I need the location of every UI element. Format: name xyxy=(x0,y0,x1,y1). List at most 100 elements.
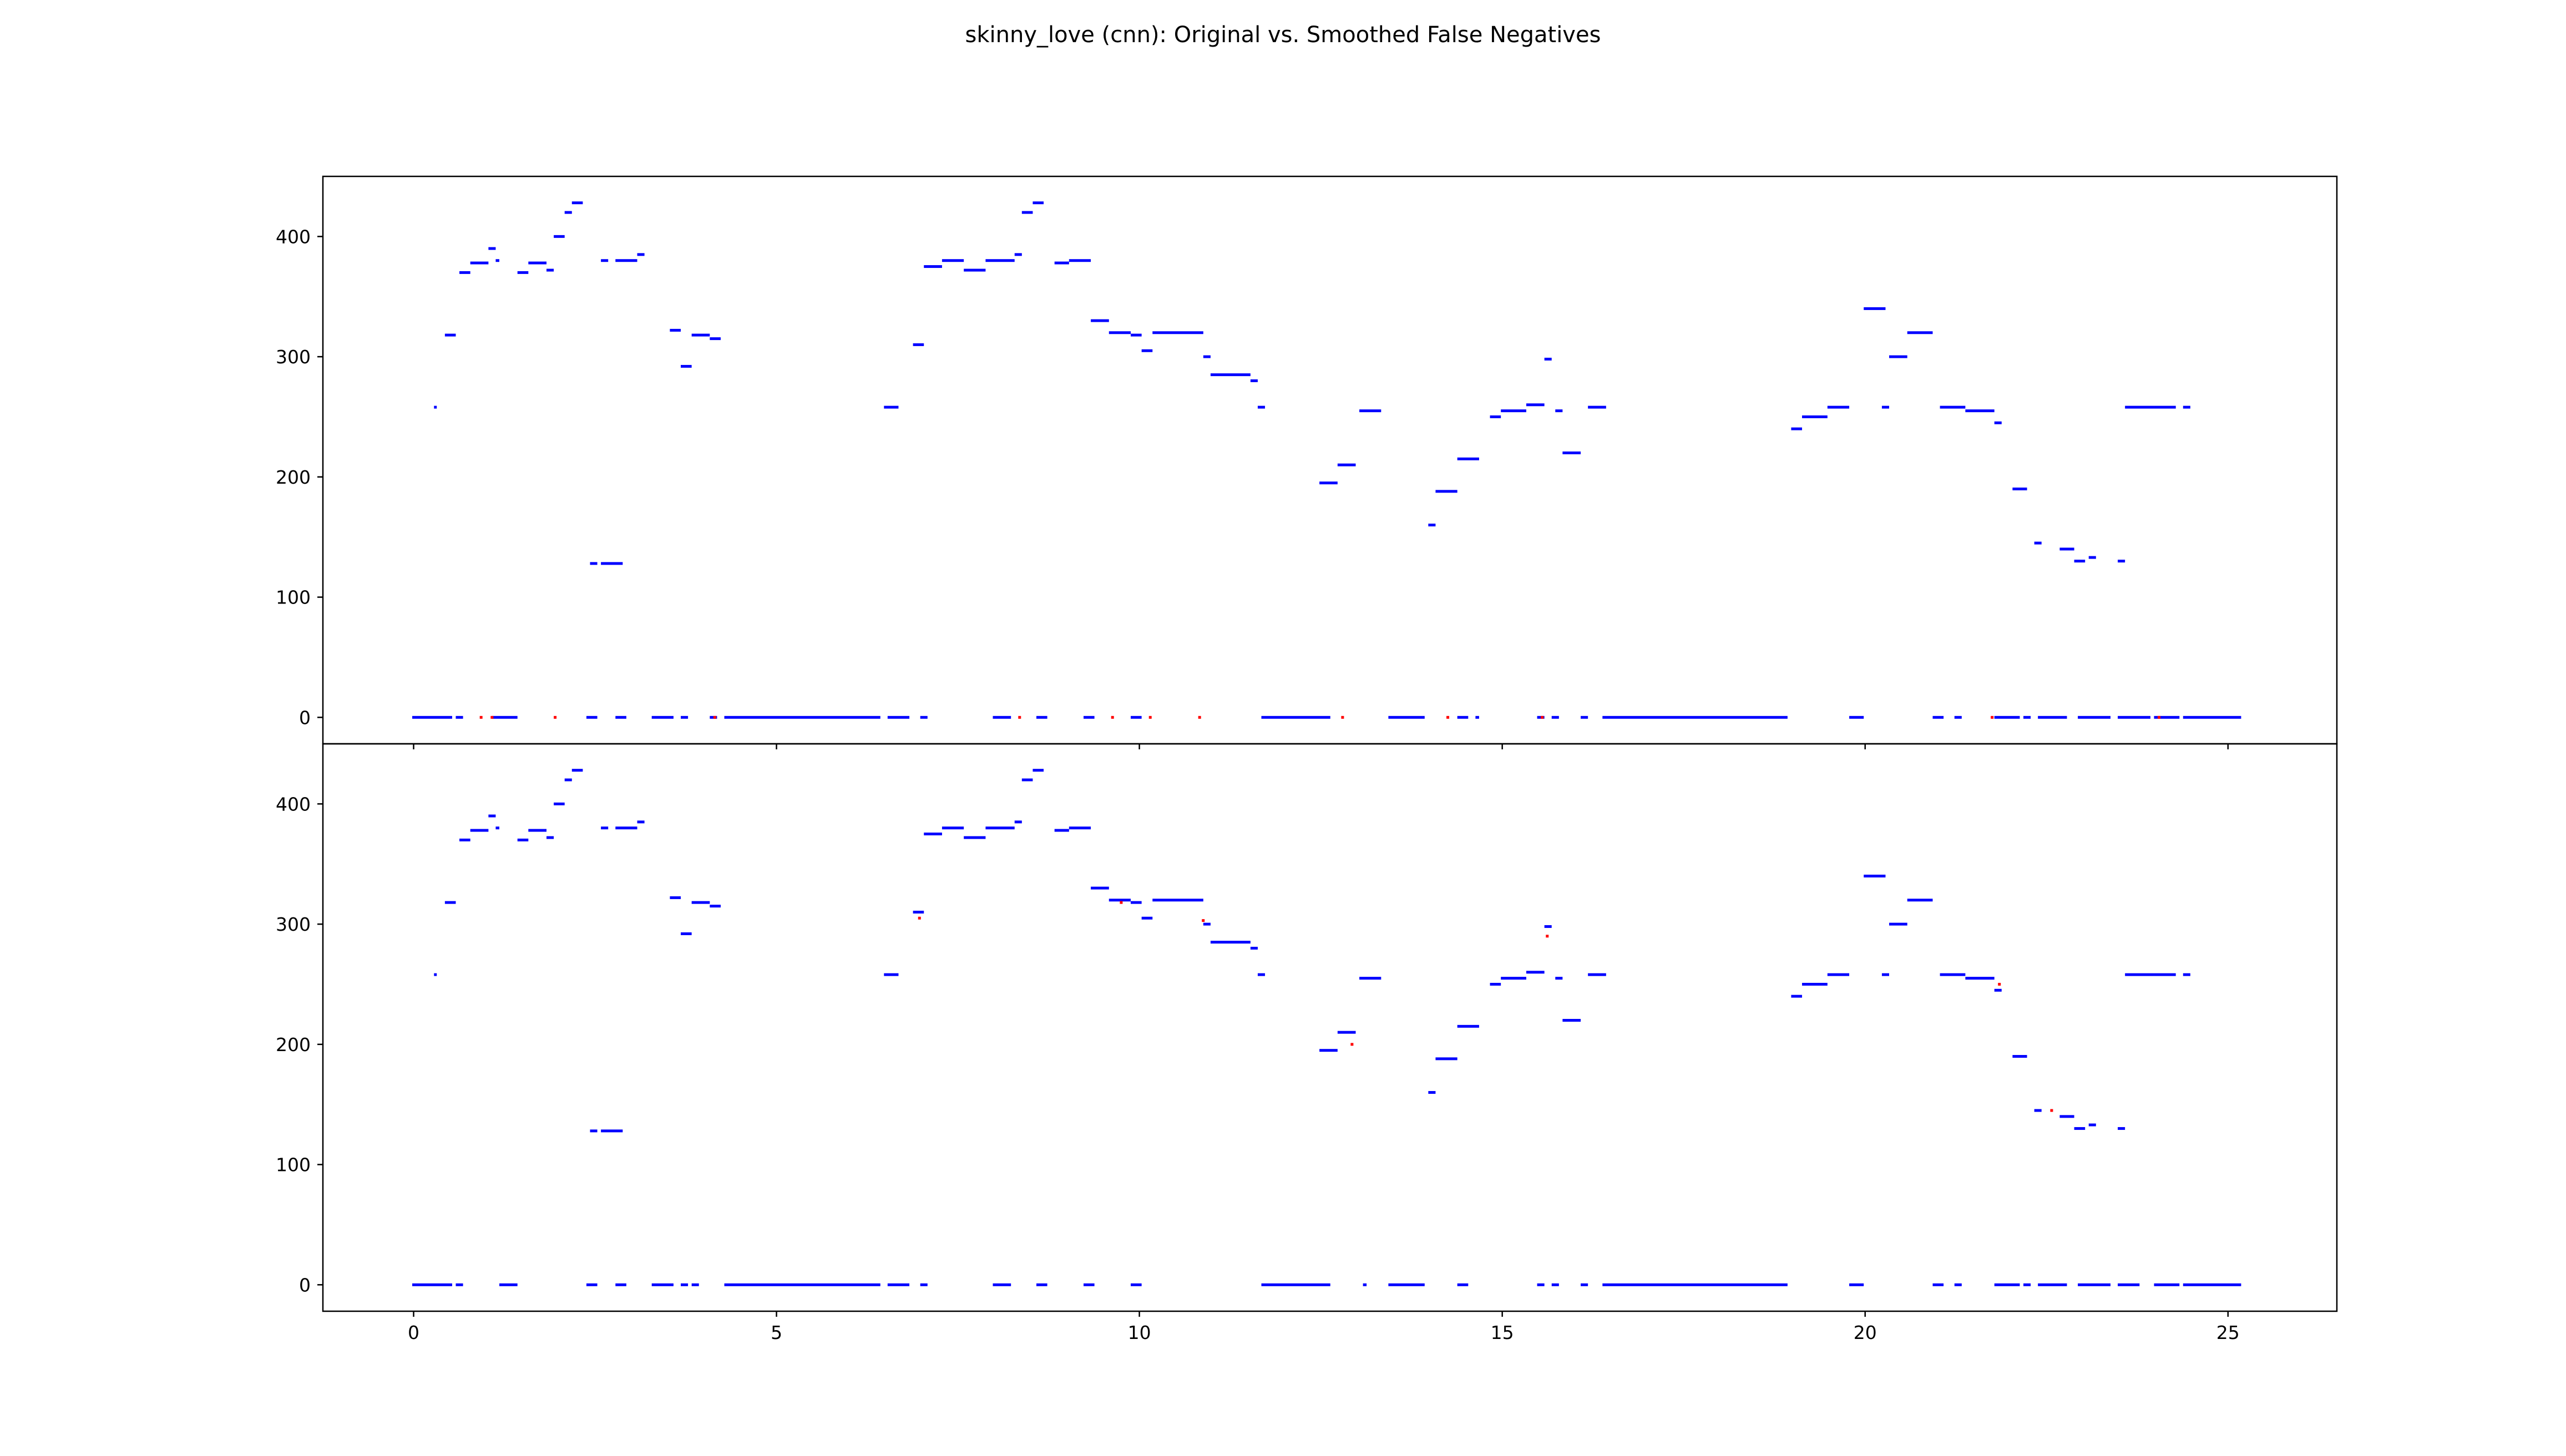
pitch-point xyxy=(1954,716,1962,719)
pitch-point xyxy=(1337,463,1356,466)
pitch-point xyxy=(2154,973,2176,976)
pitch-point xyxy=(1490,415,1501,418)
pitch-point xyxy=(470,829,489,832)
pitch-point xyxy=(2183,973,2190,976)
y-tick-label: 0 xyxy=(299,1274,311,1296)
pitch-point xyxy=(2012,488,2027,491)
pitch-point xyxy=(1359,977,1381,980)
pitch-point xyxy=(412,716,452,719)
pitch-point xyxy=(412,1283,452,1286)
false-negative-point xyxy=(490,716,494,719)
pitch-point xyxy=(993,1283,1011,1286)
x-tick-label: 0 xyxy=(408,1322,419,1343)
pitch-point xyxy=(1994,1283,2020,1286)
pitch-point xyxy=(2118,1283,2140,1286)
pitch-point xyxy=(2023,716,2031,719)
false-negative-point xyxy=(1991,716,1994,719)
pitch-point xyxy=(1257,405,1266,409)
pitch-point xyxy=(1141,916,1153,920)
pitch-point xyxy=(554,235,565,238)
false-negative-point xyxy=(554,716,557,719)
pitch-point xyxy=(942,826,964,830)
pitch-point xyxy=(2078,1283,2111,1286)
pitch-point xyxy=(492,716,518,719)
pitch-point xyxy=(615,259,637,262)
pitch-point xyxy=(1457,1024,1479,1028)
false-negative-point xyxy=(1541,716,1544,719)
pitch-point xyxy=(1014,253,1022,256)
pitch-point xyxy=(1021,211,1033,214)
pitch-point xyxy=(1428,1091,1436,1094)
pitch-point xyxy=(1802,415,1828,418)
pitch-point xyxy=(1152,331,1203,334)
pitch-point xyxy=(1581,1283,1588,1286)
pitch-point xyxy=(459,271,470,274)
pitch-point xyxy=(681,932,692,935)
pitch-point xyxy=(1864,307,1886,310)
pitch-point xyxy=(1457,457,1479,460)
pitch-point xyxy=(517,271,529,274)
pitch-point xyxy=(1501,977,1526,980)
pitch-point xyxy=(2059,547,2074,551)
pitch-point xyxy=(601,562,623,565)
pitch-point xyxy=(1033,201,1044,205)
pitch-point xyxy=(670,896,681,899)
pitch-point xyxy=(1526,971,1545,974)
pitch-point xyxy=(2125,405,2154,409)
pitch-point xyxy=(528,261,547,265)
pitch-point xyxy=(1791,427,1803,430)
pitch-point xyxy=(2012,1055,2027,1058)
pitch-point xyxy=(1210,373,1251,377)
pitch-point xyxy=(2183,716,2241,719)
pitch-point xyxy=(1210,941,1251,944)
pitch-point xyxy=(590,1129,598,1133)
pitch-point xyxy=(1994,716,2020,719)
pitch-point xyxy=(586,1283,598,1286)
pitch-point xyxy=(1555,977,1563,980)
pitch-point xyxy=(2118,1127,2125,1130)
pitch-point xyxy=(1802,982,1828,986)
pitch-point xyxy=(651,1283,674,1286)
pitch-point xyxy=(2088,556,2096,559)
y-tick-label: 200 xyxy=(276,1034,311,1056)
y-tick-label: 0 xyxy=(299,707,311,728)
pitch-point xyxy=(1359,409,1381,413)
pitch-point xyxy=(1141,349,1153,352)
false-negative-point xyxy=(1998,982,2001,986)
pitch-point xyxy=(710,337,721,341)
pitch-point xyxy=(884,973,899,976)
x-tick-label: 20 xyxy=(1854,1322,1877,1343)
pitch-point xyxy=(615,716,626,719)
pitch-point xyxy=(499,1283,518,1286)
pitch-point xyxy=(1363,1283,1367,1286)
pitch-point xyxy=(913,910,924,914)
y-tick-label: 300 xyxy=(276,346,311,368)
false-negative-point xyxy=(1148,716,1152,719)
pitch-point xyxy=(1091,886,1109,890)
pitch-point xyxy=(1791,995,1803,998)
pitch-point xyxy=(1084,716,1095,719)
x-tick-label: 5 xyxy=(771,1322,782,1343)
pitch-point xyxy=(1250,946,1258,950)
pitch-point xyxy=(1428,524,1436,527)
pitch-point xyxy=(1551,716,1559,719)
pitch-point xyxy=(985,259,1015,262)
pitch-point xyxy=(1501,409,1526,413)
pitch-point xyxy=(887,716,910,719)
pitch-point xyxy=(964,268,986,272)
pitch-point xyxy=(724,716,880,719)
pitch-point xyxy=(985,826,1015,830)
pitch-point xyxy=(2118,716,2150,719)
pitch-point xyxy=(1257,973,1266,976)
pitch-point xyxy=(2059,1115,2074,1118)
pitch-point xyxy=(1388,1283,1425,1286)
pitch-point xyxy=(1965,409,1995,413)
pitch-point xyxy=(601,259,609,262)
pitch-point xyxy=(1388,716,1425,719)
pitch-point xyxy=(1152,899,1203,902)
pitch-point xyxy=(681,364,692,368)
pitch-point xyxy=(601,1129,623,1133)
pitch-point xyxy=(586,716,598,719)
false-negative-point xyxy=(2050,1109,2053,1112)
pitch-point xyxy=(434,405,437,409)
